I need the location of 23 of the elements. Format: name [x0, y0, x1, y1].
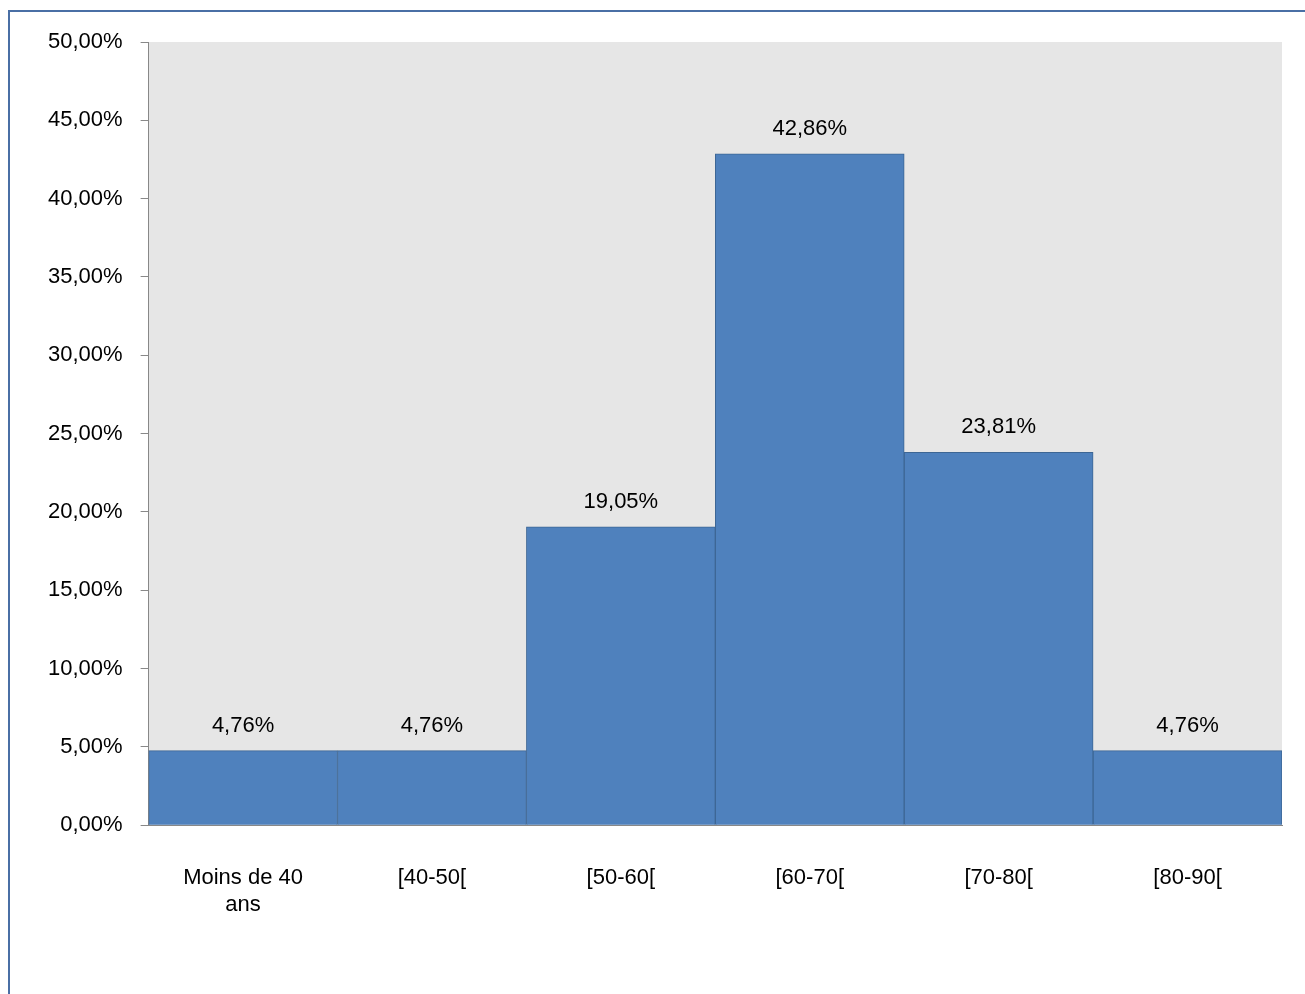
data-label: 23,81% [961, 413, 1036, 439]
data-label: 4,76% [211, 711, 275, 737]
y-tick-label: 5,00% [60, 732, 123, 758]
y-tick-label: 10,00% [47, 654, 123, 680]
y-tick-label: 30,00% [47, 341, 123, 367]
x-tick-label: [60-70[ [775, 864, 845, 890]
data-label: 42,86% [772, 114, 848, 140]
x-tick-label: Moins de 40 ans [183, 864, 303, 916]
x-tick-label: [50-60[ [586, 864, 656, 890]
data-label: 19,05% [583, 487, 659, 513]
y-tick-label: 15,00% [47, 576, 123, 602]
x-tick-label: [40-50[ [397, 864, 467, 890]
x-tick-label: [70-80[ [964, 864, 1033, 890]
y-tick-label: 50,00% [47, 28, 123, 54]
data-label: 4,76% [400, 711, 464, 737]
y-tick-label: 40,00% [47, 184, 123, 210]
data-label: 4,76% [1156, 711, 1219, 737]
x-tick-label: [80-90[ [1153, 864, 1222, 890]
y-tick-label: 0,00% [60, 811, 123, 837]
y-tick-label: 20,00% [47, 497, 123, 523]
y-tick-label: 25,00% [47, 419, 123, 445]
y-tick-label: 45,00% [47, 106, 123, 132]
y-tick-label: 35,00% [47, 263, 123, 289]
